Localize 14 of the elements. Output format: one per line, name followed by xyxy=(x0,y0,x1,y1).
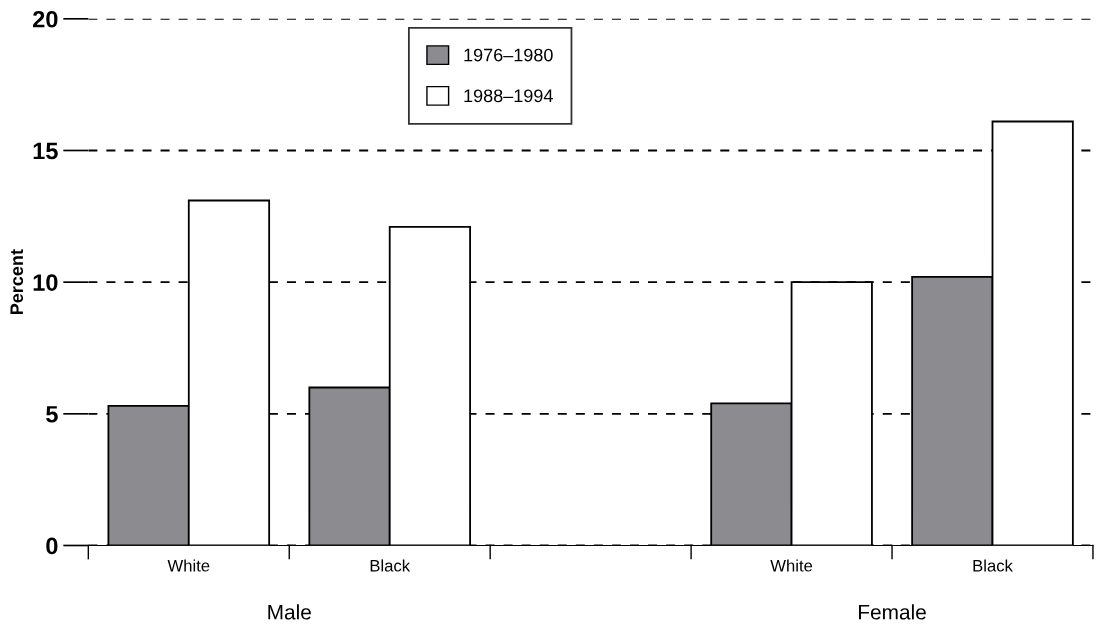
y-tick-label: 15 xyxy=(33,142,58,160)
y-tick-label: 20 xyxy=(33,10,58,28)
x-tick-label: Black xyxy=(973,559,1013,572)
x-tick-label: White xyxy=(167,559,210,572)
y-axis-title: Percent xyxy=(10,249,24,315)
text: Male xyxy=(268,604,311,620)
legend-label: 1988–1994 xyxy=(464,89,553,103)
y-tick-label: 5 xyxy=(46,406,58,423)
x-tick-label: Black xyxy=(370,559,411,572)
y-tick-label: 10 xyxy=(33,274,58,291)
text: Female xyxy=(859,604,926,620)
x-tick-label: White xyxy=(770,559,813,572)
y-tick-label: 0 xyxy=(46,537,58,555)
legend-label: 1976–1980 xyxy=(464,48,553,62)
